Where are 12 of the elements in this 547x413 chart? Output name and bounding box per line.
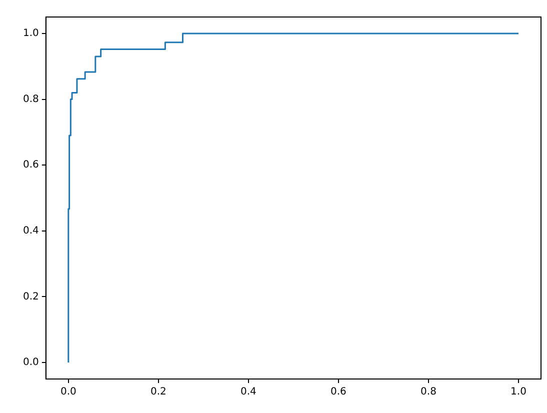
y-tick-label: 0.6 bbox=[22, 160, 39, 171]
x-tick-label: 0.0 bbox=[60, 386, 76, 398]
y-tick-label: 0.2 bbox=[22, 291, 39, 302]
x-tick-label: 0.6 bbox=[330, 386, 346, 398]
y-tick-label: 0.8 bbox=[22, 94, 39, 105]
x-tick-label: 0.2 bbox=[150, 386, 166, 398]
x-tick-label: 0.8 bbox=[420, 386, 436, 398]
x-tick-label: 0.4 bbox=[240, 386, 256, 398]
y-tick-label: 1.0 bbox=[22, 28, 39, 40]
x-tick-label: 1.0 bbox=[510, 386, 526, 398]
y-tick-label: 0.4 bbox=[22, 226, 39, 237]
y-tick-label: 0.0 bbox=[22, 357, 39, 368]
